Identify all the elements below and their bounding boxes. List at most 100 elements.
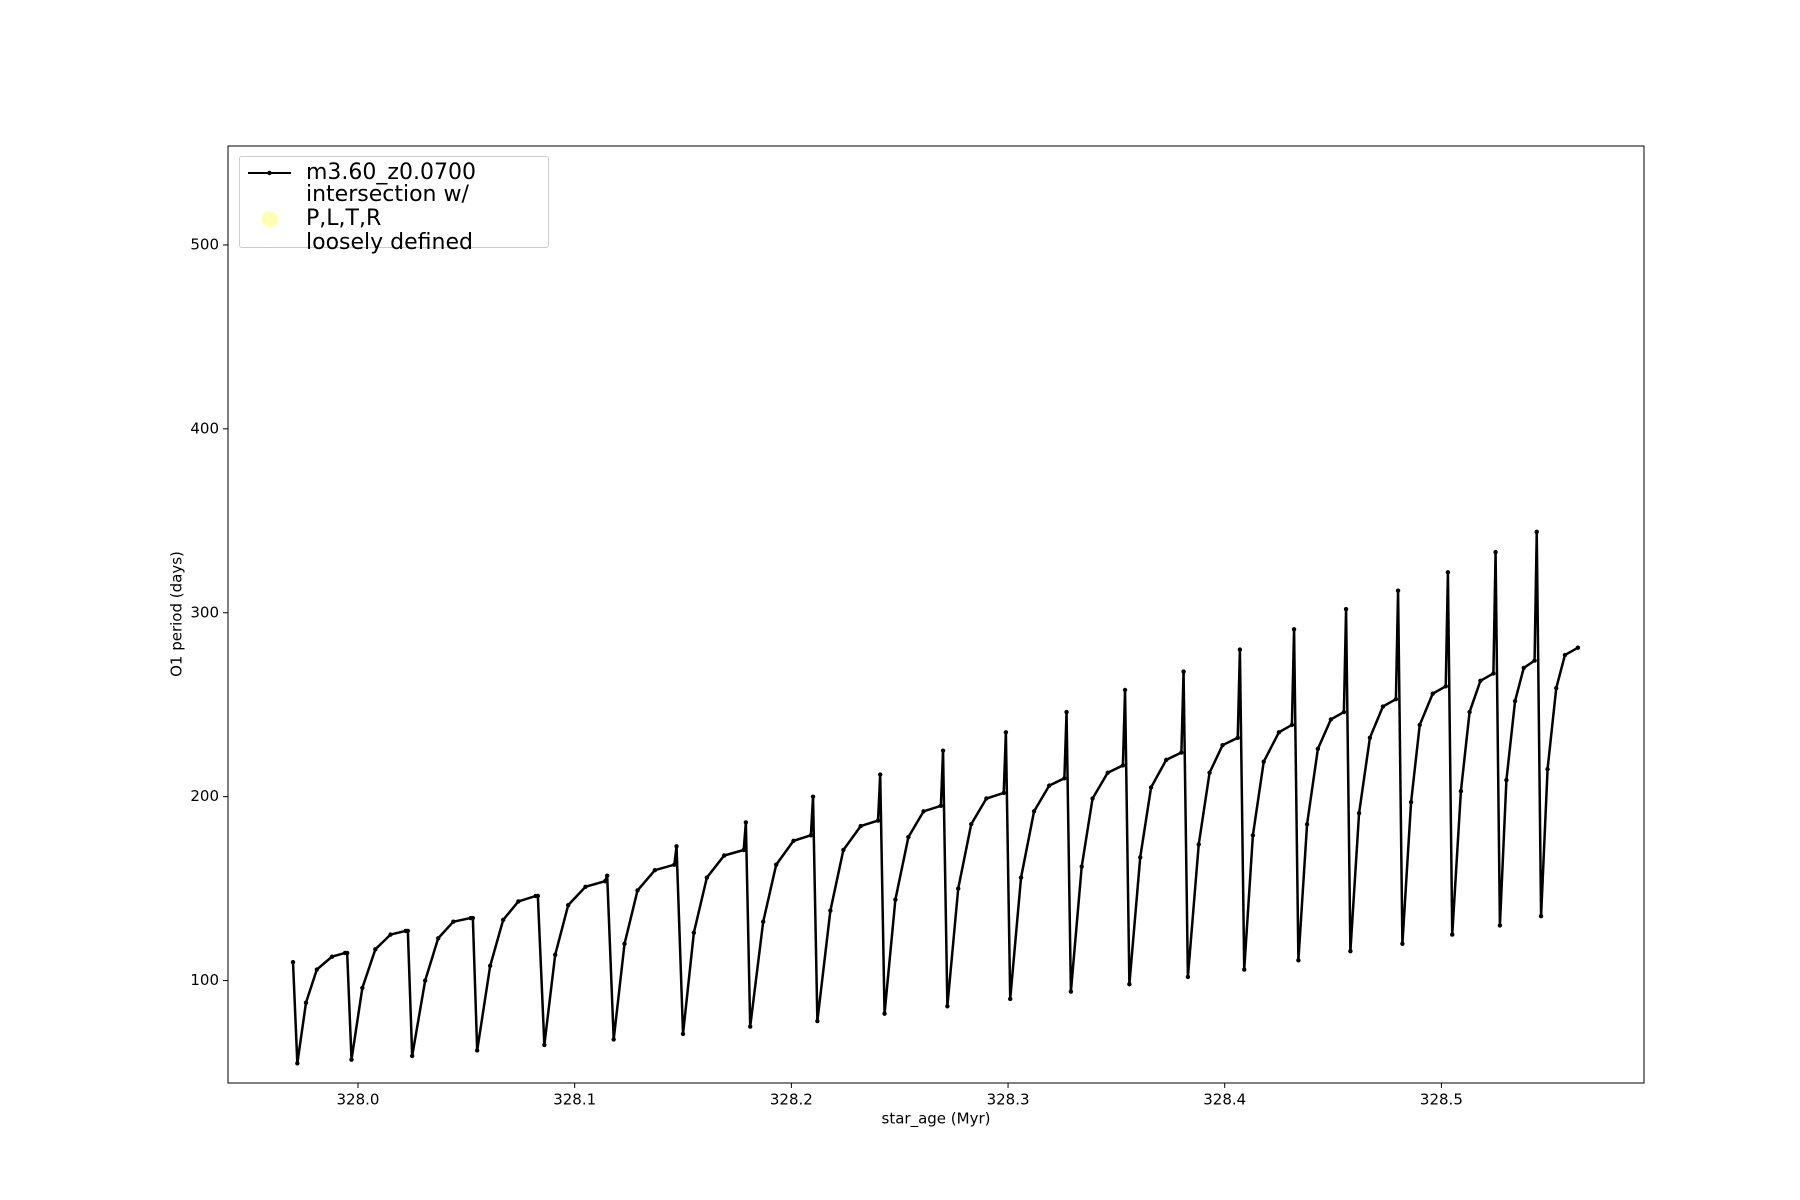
data-point: [875, 818, 881, 823]
data-point: [691, 930, 697, 935]
data-point: [1003, 730, 1009, 735]
data-point: [773, 862, 779, 867]
x-tick-label: 328.2: [770, 1091, 813, 1109]
data-point: [474, 1048, 480, 1053]
data-point: [604, 873, 610, 878]
data-point: [435, 936, 441, 941]
data-point: [1450, 932, 1455, 937]
data-point: [1179, 750, 1184, 755]
data-point: [1532, 658, 1537, 663]
data-point: [1237, 647, 1243, 652]
data-point: [565, 902, 571, 908]
data-point: [1148, 785, 1154, 790]
data-point: [1064, 709, 1069, 715]
data-point: [1493, 549, 1498, 555]
data-point: [743, 820, 749, 825]
data-point: [1127, 982, 1132, 987]
data-point: [882, 1011, 887, 1016]
data-point: [1417, 722, 1422, 728]
data-point: [1562, 652, 1568, 658]
data-point: [1497, 923, 1503, 928]
data-point: [1534, 529, 1539, 535]
x-tick-label: 328.5: [1420, 1091, 1463, 1109]
data-point: [1164, 757, 1169, 763]
data-point: [1181, 669, 1186, 674]
data-point: [583, 884, 588, 889]
data-point: [878, 772, 883, 777]
data-point: [388, 932, 393, 937]
data-point: [1276, 730, 1282, 735]
data-point: [672, 862, 677, 867]
data-point: [760, 919, 766, 924]
x-tick-label: 328.4: [1203, 1091, 1246, 1109]
legend-label: m3.60_z0.0700: [306, 160, 476, 185]
data-point: [451, 919, 456, 924]
data-point: [360, 985, 365, 991]
data-point: [409, 1053, 415, 1059]
data-point: [552, 952, 558, 958]
data-point: [741, 847, 746, 853]
data-point: [1443, 684, 1448, 689]
data-point: [704, 875, 710, 880]
data-point: [1545, 766, 1550, 772]
data-point: [1467, 709, 1472, 715]
x-tick-label: 328.1: [553, 1091, 596, 1109]
data-point: [1062, 776, 1067, 781]
data-point: [810, 794, 816, 799]
data-point: [1395, 588, 1401, 593]
data-point: [1491, 671, 1496, 676]
data-point: [1018, 875, 1024, 880]
data-point: [1400, 941, 1405, 946]
data-point: [1380, 704, 1386, 709]
legend-markers: [248, 170, 291, 227]
data-point: [542, 1042, 547, 1048]
data-point: [516, 899, 521, 904]
data-point: [674, 844, 679, 849]
data-point: [1235, 735, 1240, 741]
legend-label: intersection w/ P,L,T,R loosely defined: [306, 182, 473, 255]
plot-frame: [227, 145, 1645, 1084]
data-point: [1343, 606, 1349, 612]
y-tick-label: 300: [190, 603, 219, 621]
data-point: [1196, 842, 1201, 847]
data-point: [721, 853, 727, 858]
data-point: [858, 823, 863, 829]
data-point: [1031, 809, 1037, 814]
data-point: [1207, 770, 1212, 775]
y-axis-label: O1 period (days): [168, 551, 186, 677]
data-point: [1185, 974, 1191, 980]
data-point: [622, 941, 627, 946]
data-point: [602, 879, 608, 884]
data-point: [906, 834, 911, 840]
data-point: [1008, 996, 1013, 1002]
data-point: [815, 1018, 820, 1024]
data-point: [1047, 783, 1052, 788]
data-point: [791, 838, 796, 843]
data-point: [652, 868, 658, 873]
data-point: [1554, 685, 1559, 691]
data-point: [808, 833, 814, 838]
legend: m3.60_z0.0700 intersection w/ P,L,T,R loo…: [239, 156, 549, 255]
data-point: [1356, 811, 1362, 816]
data-point: [1393, 696, 1399, 702]
y-tick-label: 200: [190, 787, 219, 805]
x-tick-label: 328.0: [337, 1091, 380, 1109]
data-point: [938, 803, 944, 809]
data-point: [470, 915, 476, 921]
data-point: [1122, 687, 1128, 693]
data-point: [1079, 864, 1084, 869]
series-line: [291, 531, 1579, 1064]
data-point: [1315, 746, 1321, 752]
data-point: [984, 796, 989, 801]
data-point: [1430, 691, 1435, 696]
data-point: [1291, 627, 1297, 632]
data-point: [1304, 822, 1310, 827]
data-point: [373, 947, 378, 952]
data-point: [1521, 665, 1526, 671]
data-point: [295, 1061, 300, 1066]
data-point: [500, 917, 506, 923]
data-point: [1242, 967, 1247, 972]
data-point: [1250, 833, 1256, 838]
